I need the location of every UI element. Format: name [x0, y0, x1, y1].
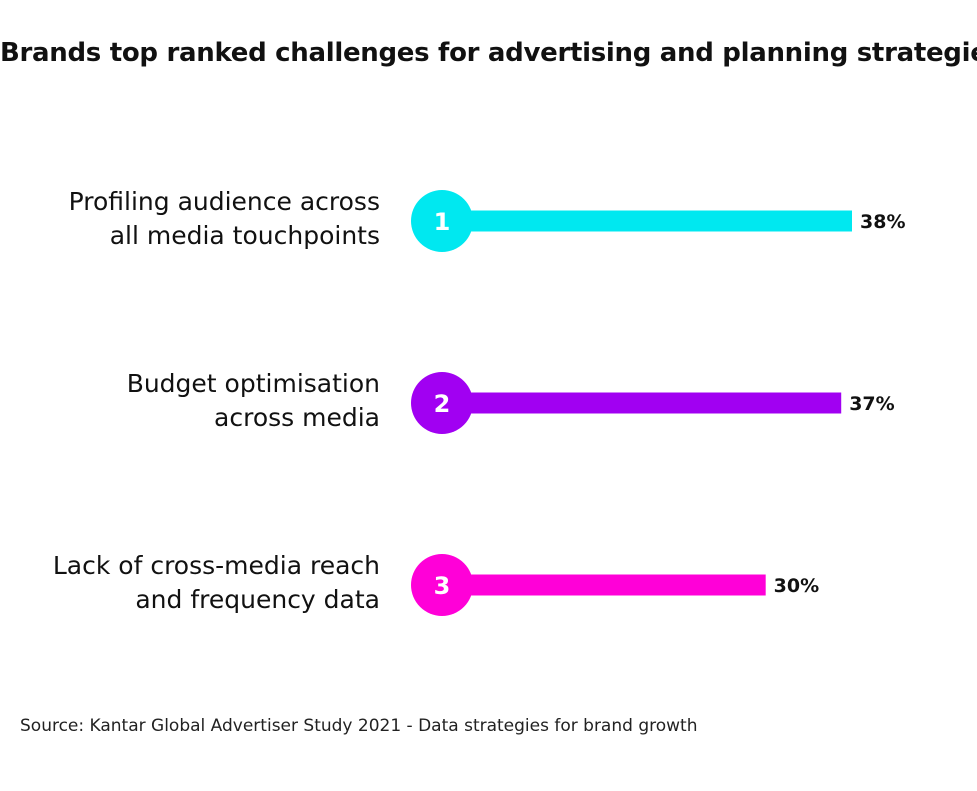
bar-3	[442, 574, 766, 596]
rank-circle-2	[411, 372, 473, 434]
source-note: Source: Kantar Global Advertiser Study 2…	[20, 716, 698, 736]
value-label-1: 38%	[860, 211, 905, 233]
rank-circle-1	[411, 190, 473, 252]
value-label-2: 37%	[849, 393, 894, 415]
category-label-1: Profiling audience across all media touch…	[69, 187, 380, 250]
rank-circle-3	[411, 554, 473, 616]
category-label-2: Budget optimisation across media	[127, 369, 380, 432]
bar-1	[442, 210, 852, 232]
rank-number-3: 3	[434, 572, 451, 600]
rank-number-2: 2	[434, 390, 451, 418]
rank-number-1: 1	[434, 208, 451, 236]
chart-title: Brands top ranked challenges for adverti…	[0, 38, 977, 68]
bar-2	[442, 392, 842, 414]
category-label-3: Lack of cross-media reach and frequency d…	[53, 551, 380, 614]
value-label-3: 30%	[774, 575, 819, 597]
